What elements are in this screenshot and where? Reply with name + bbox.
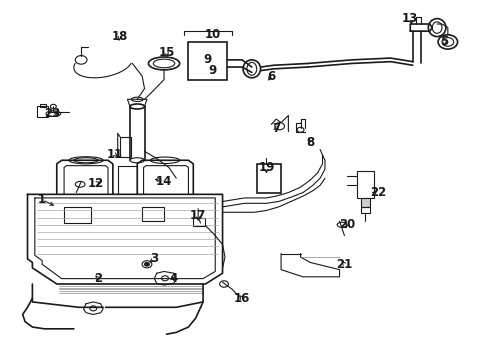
Text: 9: 9	[208, 64, 217, 77]
Bar	[356, 171, 373, 198]
Text: 15: 15	[158, 46, 174, 59]
Bar	[64, 207, 91, 223]
Text: 17: 17	[190, 210, 206, 222]
Text: 6: 6	[266, 69, 275, 82]
Text: 16: 16	[233, 292, 250, 305]
Bar	[360, 207, 369, 213]
Text: 7: 7	[272, 122, 280, 135]
Text: 9: 9	[203, 53, 212, 66]
Text: 20: 20	[338, 218, 354, 231]
Text: 12: 12	[87, 177, 103, 190]
Text: 19: 19	[258, 161, 274, 174]
Text: 18: 18	[112, 30, 128, 43]
Text: 14: 14	[156, 175, 172, 188]
Text: 4: 4	[169, 272, 178, 285]
Text: 3: 3	[150, 252, 158, 265]
Text: 1: 1	[38, 193, 46, 206]
Bar	[120, 137, 131, 157]
Text: 13: 13	[401, 12, 418, 25]
Bar	[37, 107, 48, 117]
Bar	[193, 218, 205, 226]
Bar	[142, 207, 163, 221]
Bar	[360, 198, 369, 207]
Text: 21: 21	[336, 258, 352, 271]
Bar	[40, 104, 45, 107]
Text: 10: 10	[204, 28, 221, 41]
Bar	[188, 42, 227, 80]
Text: 8: 8	[305, 136, 314, 149]
Text: 11: 11	[107, 148, 123, 161]
Text: 22: 22	[370, 186, 386, 199]
Text: 5: 5	[439, 35, 447, 49]
Bar	[256, 164, 281, 193]
Circle shape	[144, 262, 149, 266]
Text: 23: 23	[44, 107, 60, 120]
Text: 2: 2	[94, 272, 102, 285]
